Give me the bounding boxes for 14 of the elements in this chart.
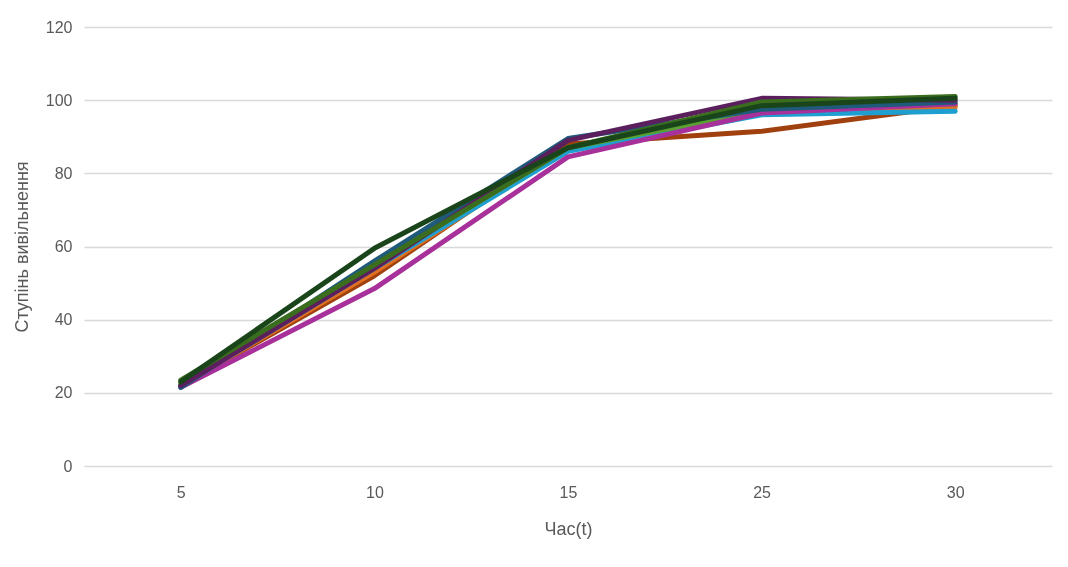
y-tick-label: 100 — [45, 91, 73, 109]
y-tick-label: 60 — [54, 238, 73, 255]
y-tick-label: 40 — [54, 311, 73, 329]
y-axis-title: Ступінь вивільнення — [11, 161, 32, 333]
y-tick-label: 120 — [45, 18, 73, 36]
x-tick-label: 25 — [753, 483, 772, 501]
x-tick-label: 30 — [946, 483, 965, 501]
x-tick-label: 5 — [176, 483, 186, 501]
x-tick-label: 15 — [559, 483, 578, 501]
y-tick-label: 0 — [63, 457, 73, 475]
x-tick-label: 10 — [366, 483, 384, 501]
y-tick-label: 20 — [54, 384, 73, 402]
y-tick-label: 80 — [54, 164, 73, 182]
x-axis-title: Час(t) — [544, 518, 593, 539]
